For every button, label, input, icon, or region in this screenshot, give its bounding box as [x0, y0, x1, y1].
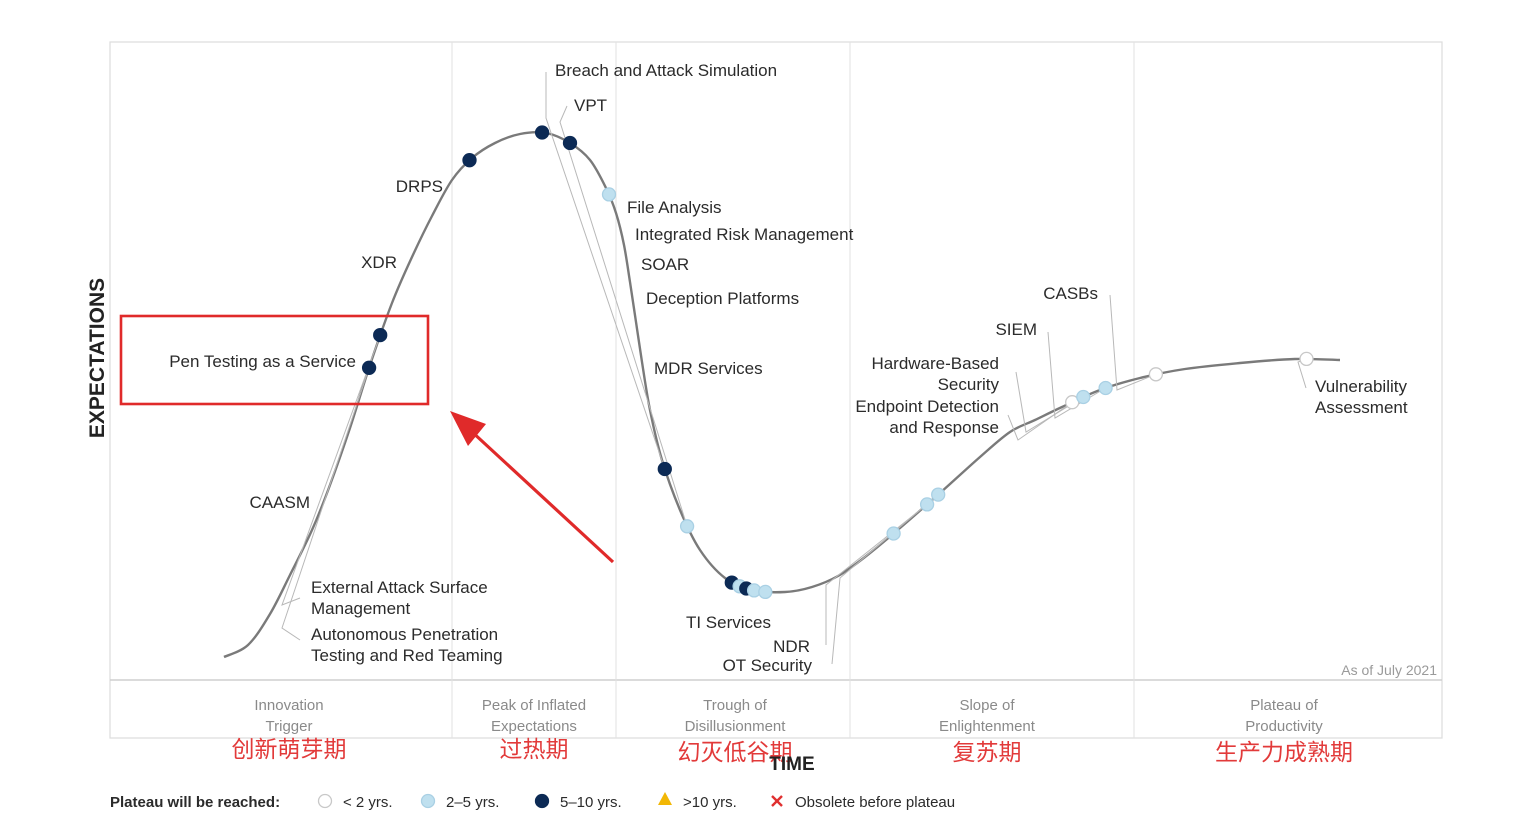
phase-labels: Innovation Trigger Peak of Inflated Expecta…	[254, 697, 1323, 735]
point-ot-security	[931, 487, 946, 502]
point-hardware-based-security	[1076, 389, 1091, 405]
phase-label-cn: 复苏期	[953, 740, 1022, 766]
point-ti-services	[886, 526, 901, 541]
legend-label-5-10-yrs: 5–10 yrs.	[560, 794, 622, 811]
legend-label-obsolete-before-plateau: Obsolete before plateau	[795, 794, 955, 811]
point-pen-testing-as-a-service	[534, 125, 550, 140]
phase-label-plateau-of-productivity: Plateau of Productivity	[1245, 697, 1323, 735]
phase-label-trough-of-disillusionment: Trough of Disillusionment	[685, 697, 787, 735]
label-hardware-based-security: Hardware-Based Security	[871, 354, 999, 394]
highlight-arrow-shaft	[468, 428, 615, 564]
point-caasm	[462, 153, 477, 168]
legend-marker-10-yrs-gt10	[658, 792, 672, 805]
point-breach-and-attack-simulation	[657, 461, 672, 477]
point-vulnerability-assessment	[1299, 351, 1314, 367]
phase-label-innovation-trigger: Innovation Trigger	[254, 697, 323, 735]
phase-labels-chinese: 创新萌芽期 过热期 幻灭低谷期 复苏期 生产力成熟期	[232, 737, 1354, 766]
phase-label-peak-of-inflated-expectations: Peak of Inflated Expectations	[482, 697, 586, 735]
legend-marker-2-yrs-lt2	[317, 793, 333, 809]
highlight-arrow-head	[450, 411, 486, 446]
highlight-annotation	[119, 314, 615, 564]
point-xdr	[562, 135, 578, 151]
label-vulnerability-assessment: Vulnerability Assessment	[1315, 377, 1408, 417]
label-leaders	[281, 72, 1307, 665]
label-vpt: VPT	[574, 96, 607, 115]
legend-marker-2-5-yrs-2to5	[420, 793, 436, 809]
label-breach-and-attack-simulation: Breach and Attack Simulation	[555, 61, 777, 80]
label-mdr-services: MDR Services	[654, 359, 763, 378]
x-axis-title: TIME	[769, 754, 814, 775]
leader-casbs	[1109, 294, 1157, 391]
label-caasm: CAASM	[250, 493, 310, 512]
point-casbs	[1148, 367, 1164, 382]
leader-ot-security	[831, 494, 939, 665]
phase-label-cn: 幻灭低谷期	[678, 740, 793, 766]
label-drps: DRPS	[396, 177, 443, 196]
label-xdr: XDR	[361, 253, 397, 272]
label-endpoint-detection-and-response: Endpoint Detection and Response	[855, 397, 999, 437]
point-ndr	[919, 497, 935, 512]
label-siem: SIEM	[995, 320, 1037, 339]
label-ti-services: TI Services	[686, 613, 771, 632]
technology-points	[361, 125, 1314, 600]
point-vpt	[679, 519, 695, 534]
label-ndr: NDR	[773, 637, 810, 656]
legend: Plateau will be reached: < 2 yrs. 2–5 yrs.…	[110, 792, 955, 811]
label-external-attack-surface-management: External Attack Surface Management	[311, 578, 488, 618]
phase-label-cn: 过热期	[500, 737, 569, 763]
leader-autonomous-penetration-testing-and-red-teaming	[281, 367, 370, 641]
leader-vpt	[559, 105, 688, 527]
highlight-box	[119, 314, 430, 406]
legend-label-2-5-yrs: 2–5 yrs.	[446, 794, 499, 811]
as-of-date: As of July 2021	[1341, 662, 1437, 678]
phase-label-slope-of-enlightenment: Slope of Enlightenment	[939, 697, 1036, 735]
legend-marker-obsolete-before-plateau-obsolete	[771, 795, 783, 807]
label-integrated-risk-management: Integrated Risk Management	[635, 225, 854, 244]
point-drps	[601, 187, 617, 202]
label-autonomous-penetration-testing-and-red-teaming: Autonomous Penetration Testing and Red Te…	[311, 625, 503, 665]
point-mdr-services	[758, 584, 773, 600]
point-external-attack-surface-management	[373, 327, 388, 343]
label-ot-security: OT Security	[723, 656, 813, 675]
legend-title: Plateau will be reached:	[110, 794, 280, 811]
label-deception-platforms: Deception Platforms	[646, 289, 799, 308]
y-axis-title: EXPECTATIONS	[86, 278, 109, 438]
leader-external-attack-surface-management	[281, 334, 381, 606]
plot-frame	[109, 41, 1443, 739]
leader-breach-and-attack-simulation	[545, 72, 666, 470]
label-file-analysis: File Analysis	[627, 198, 721, 217]
point-autonomous-penetration-testing-and-red-teaming	[361, 360, 377, 375]
phase-label-cn: 创新萌芽期	[232, 737, 347, 763]
technology-labels: Autonomous Penetration Testing and Red Te…	[169, 61, 1408, 675]
plot-border	[109, 41, 1443, 739]
legend-label-2-yrs: < 2 yrs.	[343, 794, 393, 811]
label-pen-testing-as-a-service: Pen Testing as a Service	[169, 352, 356, 371]
label-soar: SOAR	[641, 255, 689, 274]
phase-dividers	[451, 42, 1135, 738]
legend-label-10-yrs: >10 yrs.	[683, 794, 737, 811]
legend-marker-5-10-yrs-5to10	[534, 793, 550, 809]
phase-label-cn: 生产力成熟期	[1215, 740, 1353, 766]
point-siem	[1098, 380, 1113, 396]
label-casbs: CASBs	[1043, 284, 1098, 303]
leader-hardware-based-security	[1015, 371, 1084, 433]
